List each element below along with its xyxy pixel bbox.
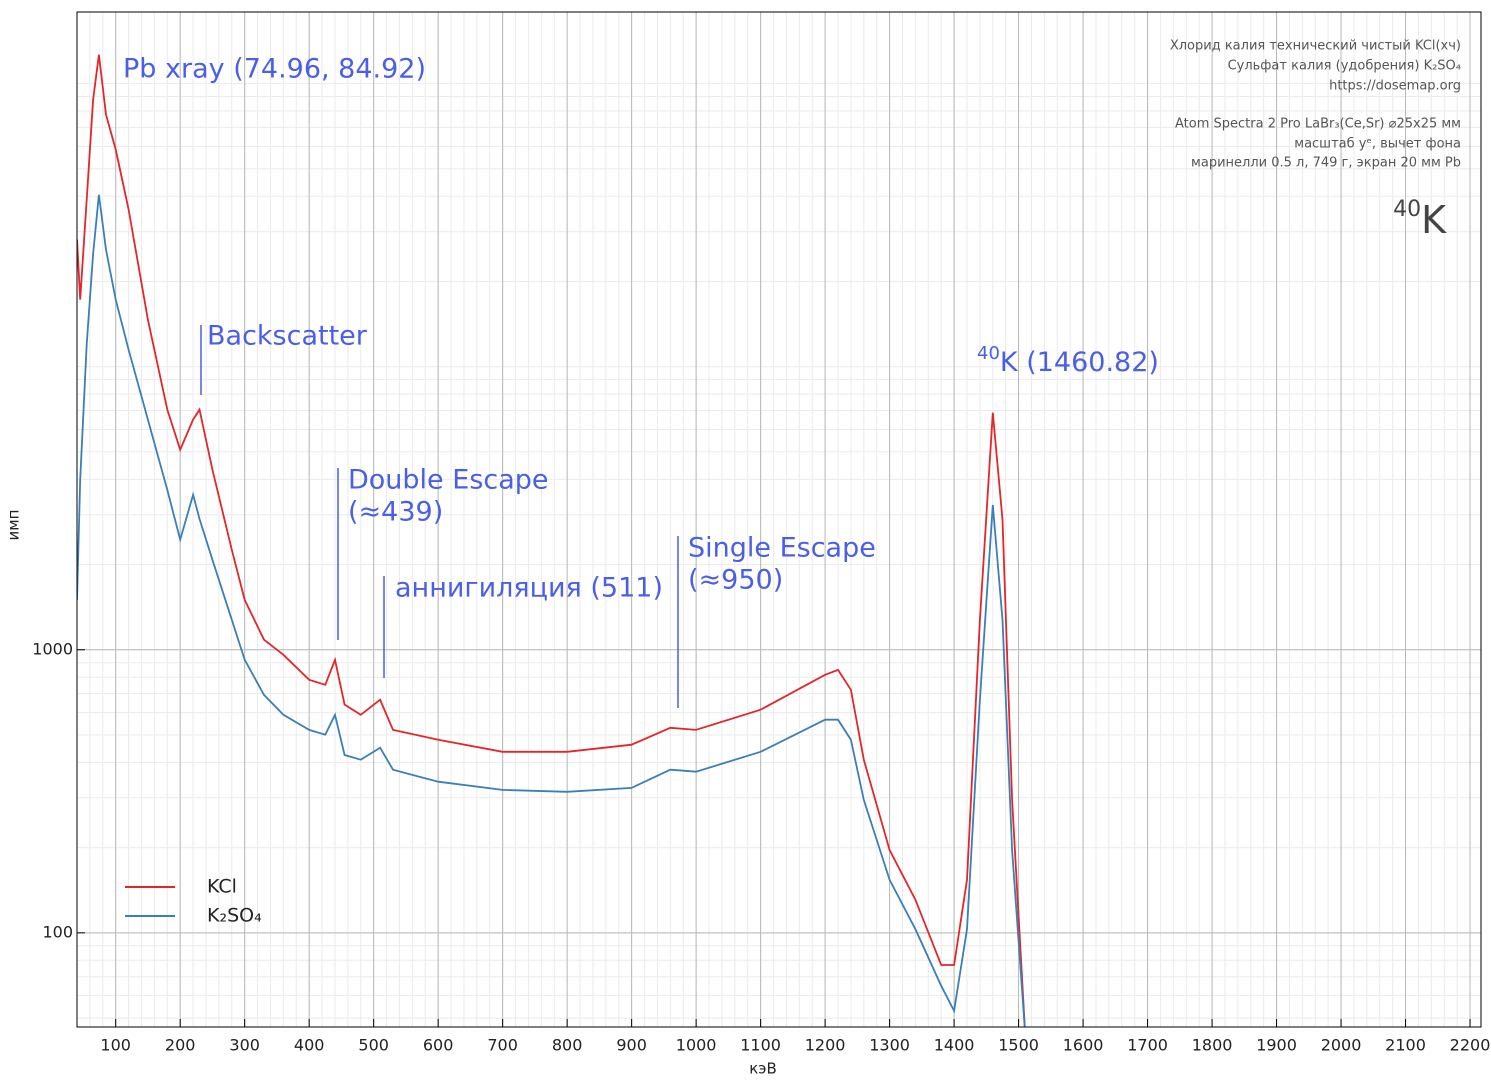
x-tick-label: 1800 xyxy=(1192,1036,1233,1055)
annotation: Double Escape xyxy=(348,465,549,496)
annotation: аннигиляция (511) xyxy=(395,573,663,604)
annotation: (≈439) xyxy=(348,497,443,528)
info-line: Atom Spectra 2 Pro LaBr₃(Ce,Sr) ⌀25x25 м… xyxy=(1175,117,1461,132)
legend-label: KCl xyxy=(207,876,237,898)
info-line: масштаб yᵉ, вычет фона xyxy=(1294,137,1461,152)
info-line: Сульфат калия (удобрения) K₂SO₄ xyxy=(1228,59,1461,74)
overlay: 100 200 300 400 500 600 700 800 900 1000 1100 1200 1… xyxy=(32,39,1490,1055)
info-line: маринелли 0.5 л, 749 г, экран 20 мм Pb xyxy=(1191,156,1461,171)
info-line: https://dosemap.org xyxy=(1329,79,1461,94)
annotation: Single Escape xyxy=(688,533,876,564)
y-axis-label: имп xyxy=(5,510,23,541)
x-tick-label: 1900 xyxy=(1256,1036,1297,1055)
info-line: Хлорид калия технический чистый KCl(хч) xyxy=(1170,39,1461,54)
x-tick-label: 1600 xyxy=(1063,1036,1104,1055)
x-tick-label: 2100 xyxy=(1385,1036,1426,1055)
annotation: Backscatter xyxy=(207,321,368,352)
annotation-text: K (1460.82) xyxy=(1000,347,1159,378)
y-tick-label: 1000 xyxy=(32,639,73,658)
grid xyxy=(77,12,1481,1027)
x-tick-label: 800 xyxy=(552,1036,583,1055)
annotation-sup: 40 xyxy=(977,343,1000,364)
isotope: 40K xyxy=(1393,197,1447,242)
x-tick-label: 1500 xyxy=(998,1036,1039,1055)
y-tick-label: 100 xyxy=(42,922,73,941)
series-line xyxy=(77,194,1026,1027)
x-tick-label: 400 xyxy=(294,1036,325,1055)
x-tick-label: 600 xyxy=(423,1036,454,1055)
x-tick-label: 1400 xyxy=(934,1036,975,1055)
x-tick-label: 100 xyxy=(100,1036,131,1055)
plot-frame xyxy=(76,11,1482,1028)
x-tick-label: 1100 xyxy=(740,1036,781,1055)
annotation: Pb xray (74.96, 84.92) xyxy=(123,54,426,85)
isotope-sup: 40 xyxy=(1393,197,1421,222)
x-tick-label: 2000 xyxy=(1321,1036,1362,1055)
annotation: 40K (1460.82) xyxy=(977,343,1159,378)
x-tick-label: 2200 xyxy=(1450,1036,1491,1055)
x-tick-label: 200 xyxy=(165,1036,196,1055)
x-tick-label: 1300 xyxy=(869,1036,910,1055)
plot xyxy=(77,54,1026,1027)
isotope-text: K xyxy=(1421,198,1447,242)
series-line xyxy=(77,54,1026,1027)
x-tick-label: 500 xyxy=(358,1036,389,1055)
x-axis-label: кэВ xyxy=(749,1060,777,1078)
x-tick-label: 1200 xyxy=(805,1036,846,1055)
x-tick-label: 300 xyxy=(229,1036,260,1055)
legend-label: K₂SO₄ xyxy=(207,905,262,927)
x-tick-label: 1700 xyxy=(1127,1036,1168,1055)
x-tick-label: 1000 xyxy=(676,1036,717,1055)
x-tick-label: 900 xyxy=(616,1036,647,1055)
annotation: (≈950) xyxy=(688,565,783,596)
x-tick-label: 700 xyxy=(487,1036,518,1055)
